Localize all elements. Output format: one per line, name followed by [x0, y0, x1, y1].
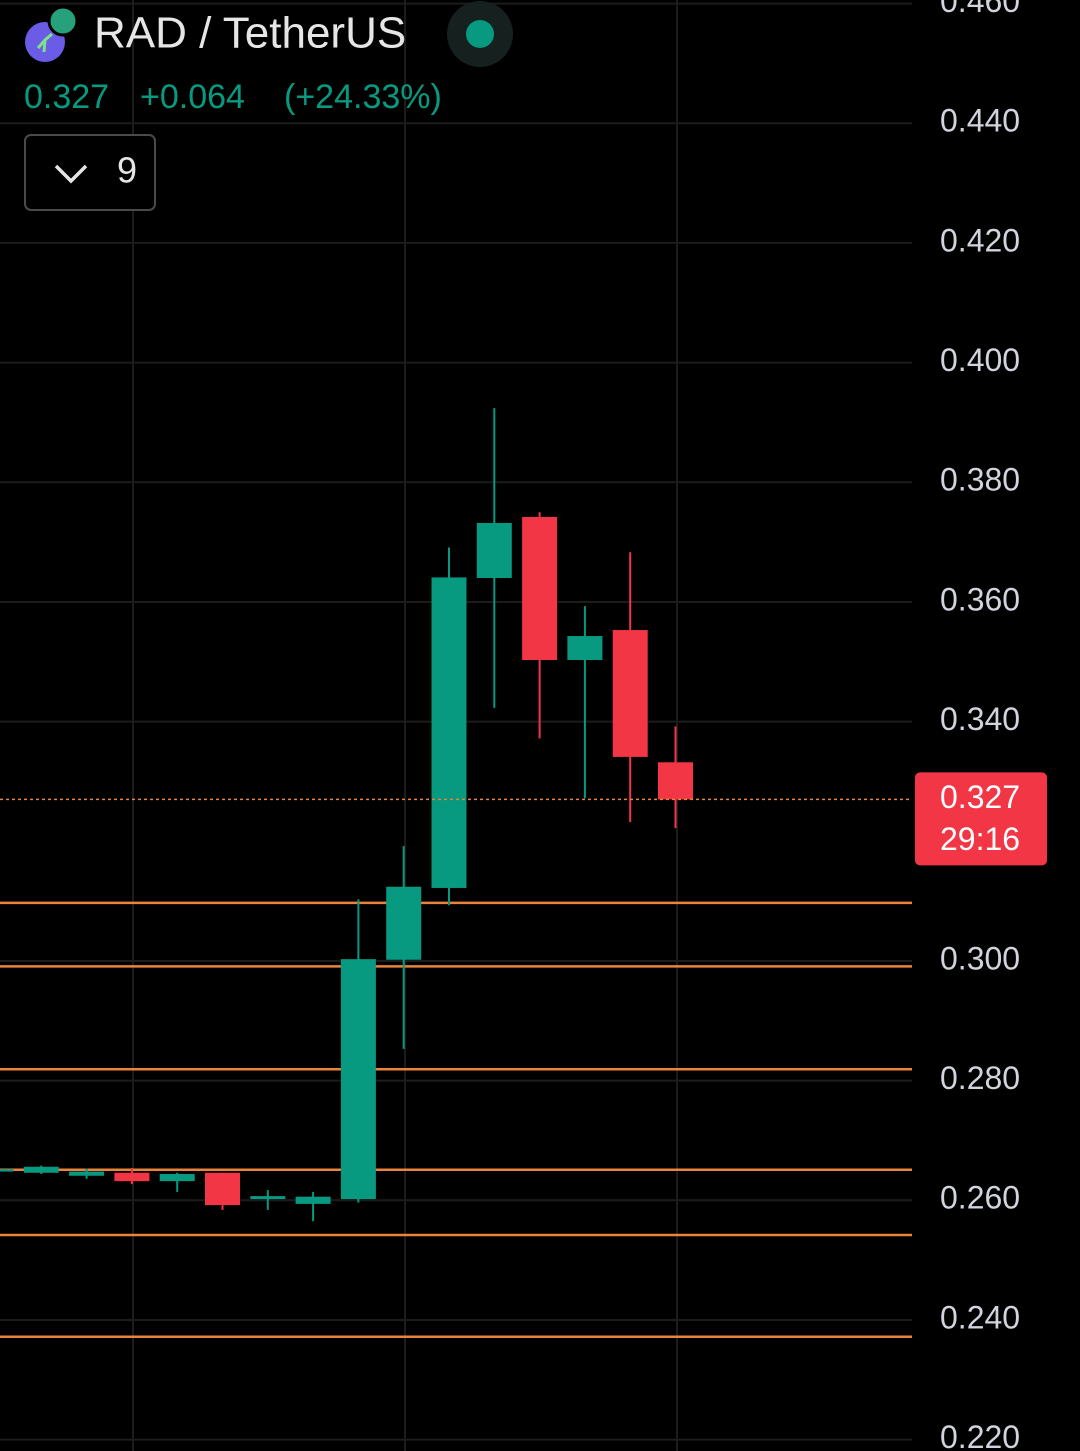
- candle-body: [386, 886, 422, 960]
- y-tick-label: 0.380: [940, 462, 1020, 498]
- candle-body: [205, 1172, 240, 1206]
- indicator-toggle[interactable]: [24, 134, 156, 211]
- y-tick-label: 0.340: [940, 701, 1020, 737]
- y-tick-label: 0.220: [940, 1419, 1020, 1451]
- y-tick-label: 0.440: [940, 103, 1020, 139]
- y-tick-label: 0.460: [940, 0, 1020, 19]
- y-tick-label: 0.400: [940, 342, 1020, 378]
- candle-body: [658, 762, 693, 800]
- candle-body: [23, 1166, 59, 1173]
- y-tick-label: 0.280: [940, 1060, 1020, 1096]
- indicator-count: 9: [117, 150, 137, 191]
- grid: [132, 0, 678, 1451]
- candle-body: [476, 522, 512, 579]
- candle-body: [69, 1171, 105, 1176]
- candle-body: [250, 1196, 286, 1200]
- candle-body: [114, 1172, 150, 1182]
- candle-body: [431, 577, 467, 888]
- last-price-label: 0.327: [940, 779, 1020, 815]
- y-tick-label: 0.300: [940, 940, 1020, 976]
- candle-body: [522, 516, 558, 660]
- price: 0.327: [24, 78, 109, 116]
- change: +0.064: [140, 78, 245, 116]
- y-tick-label: 0.420: [940, 222, 1020, 258]
- y-tick-label: 0.260: [940, 1180, 1020, 1216]
- candle-body: [340, 959, 376, 1200]
- plot: [0, 2, 912, 1441]
- last-price-badge: [915, 772, 1047, 866]
- countdown-label: 29:16: [940, 821, 1020, 857]
- symbol-title: RAD / TetherUS: [94, 9, 406, 58]
- change-pct: (+24.33%): [284, 78, 442, 116]
- candle-body: [0, 1169, 14, 1172]
- candle-body: [567, 636, 603, 660]
- quote-icon: [47, 5, 79, 37]
- chevron-icon: [54, 164, 88, 184]
- candle-body: [612, 630, 648, 757]
- status-dot: [466, 20, 494, 48]
- price-axis: 0.220 0.240 0.260 0.280 0.300 0.340 0.360 0.380…: [915, 0, 1047, 1451]
- coin-icon-leaf: [36, 32, 53, 53]
- header: RAD / TetherUS 0.327 +0.064 (+24.33%) 9: [24, 1, 513, 211]
- y-tick-label: 0.240: [940, 1299, 1020, 1335]
- candle-body: [295, 1196, 331, 1204]
- y-tick-label: 0.360: [940, 581, 1020, 617]
- candle-body: [159, 1173, 195, 1182]
